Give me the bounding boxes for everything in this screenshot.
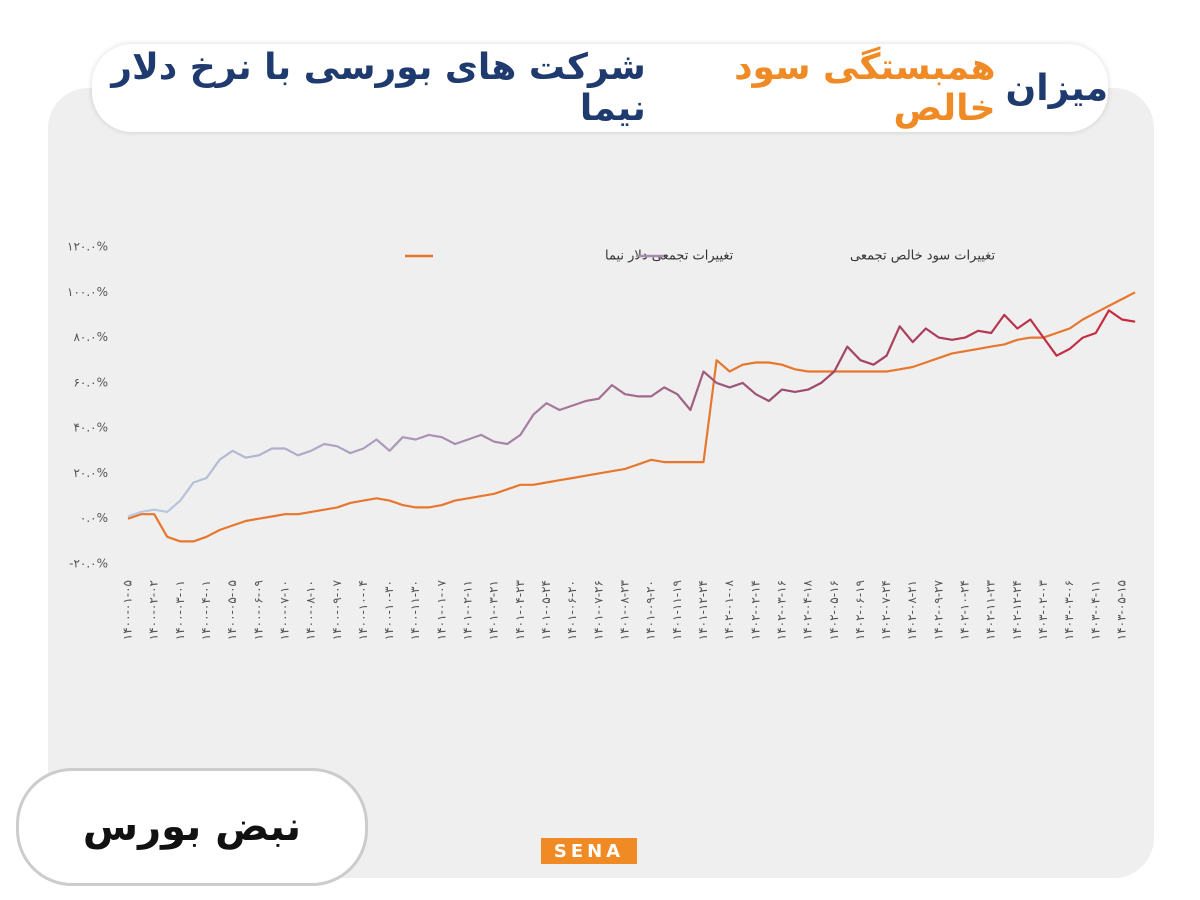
x-tick-label: ۱۴۰۳-۰۴-۱۱ — [1088, 580, 1102, 640]
y-tick-label: ۸۰.۰% — [73, 330, 108, 344]
x-tick-label: ۱۴۰۰-۰۳-۰۱ — [173, 580, 187, 640]
y-tick-label: -۲۰.۰% — [69, 557, 108, 571]
x-tick-label: ۱۴۰۰-۰۸-۱۰ — [304, 580, 318, 640]
x-tick-label: ۱۴۰۰-۰۲-۰۲ — [147, 580, 161, 640]
x-tick-label: ۱۴۰۰-۱۱-۳۰ — [408, 580, 422, 640]
x-tick-label: ۱۴۰۱-۰۳-۲۱ — [487, 580, 501, 640]
x-tick-label: ۱۴۰۰-۰۱-۰۵ — [121, 580, 135, 640]
x-tick-label: ۱۴۰۲-۰۶-۱۹ — [853, 580, 867, 640]
brand: SENA — [541, 838, 637, 864]
y-tick-label: ۱۰۰.۰% — [67, 285, 108, 299]
x-tick-label: ۱۴۰۰-۰۶-۰۹ — [251, 580, 265, 640]
x-tick-label: ۱۴۰۰-۰۴-۰۱ — [199, 580, 213, 640]
x-tick-label: ۱۴۰۱-۱۲-۲۴ — [696, 580, 710, 640]
logo: نبض بورس — [16, 768, 368, 886]
x-tick-label: ۱۴۰۱-۱۱-۱۹ — [670, 580, 684, 640]
y-tick-label: ۶۰.۰% — [73, 375, 108, 389]
x-tick-label: ۱۴۰۰-۰۹-۰۷ — [330, 579, 344, 640]
x-tick-label: ۱۴۰۱-۰۸-۲۳ — [618, 579, 632, 640]
x-tick-label: ۱۴۰۱-۰۵-۲۴ — [539, 580, 553, 640]
title-part: شرکت های بورسی با نرخ دلار نیما — [111, 47, 646, 129]
title-part: همبستگی سود خالص — [734, 47, 996, 129]
title-part: میزان — [1005, 67, 1108, 109]
y-tick-label: ۴۰.۰% — [73, 421, 108, 435]
x-tick-label: ۱۴۰۲-۰۹-۲۷ — [931, 579, 945, 640]
x-tick-label: ۱۴۰۱-۰۹-۲۰ — [644, 580, 658, 640]
x-tick-label: ۱۴۰۲-۱۱-۲۳ — [984, 579, 998, 640]
x-tick-label: ۱۴۰۳-۰۵-۱۵ — [1115, 580, 1129, 640]
series-line — [127, 309, 1136, 518]
x-tick-label: ۱۴۰۲-۱۰-۲۴ — [958, 580, 972, 640]
x-tick-label: ۱۴۰۱-۰۲-۱۱ — [461, 580, 475, 640]
x-tick-label: ۱۴۰۱-۰۷-۲۶ — [591, 580, 605, 640]
y-tick-label: ۲۰.۰% — [73, 466, 108, 480]
x-tick-label: ۱۴۰۲-۰۱-۰۸ — [722, 579, 736, 640]
x-tick-label: ۱۴۰۲-۱۲-۲۴ — [1010, 580, 1024, 640]
x-tick-label: ۱۴۰۰-۱۰-۰۴ — [356, 580, 370, 640]
x-tick-label: ۱۴۰۱-۰۱-۰۷ — [434, 579, 448, 640]
legend-label: تغییرات سود خالص تجمعی — [850, 249, 995, 264]
x-tick-label: ۱۴۰۲-۰۳-۱۶ — [774, 580, 788, 640]
x-tick-label: ۱۴۰۳-۰۲-۰۳ — [1036, 579, 1050, 640]
y-tick-label: ۱۲۰.۰% — [67, 240, 108, 254]
x-tick-label: ۱۴۰۱-۰۴-۲۳ — [513, 579, 527, 640]
x-tick-label: ۱۴۰۰-۰۵-۰۵ — [225, 580, 239, 640]
x-tick-label: ۱۴۰۲-۰۷-۲۴ — [879, 580, 893, 640]
card — [48, 88, 1154, 878]
x-tick-label: ۱۴۰۰-۱۰-۳۰ — [382, 580, 396, 640]
x-tick-label: ۱۴۰۲-۰۲-۱۴ — [748, 580, 762, 640]
legend-label: تغییرات تجمعی دلار نیما — [605, 249, 734, 264]
y-tick-label: ۰.۰% — [80, 511, 108, 525]
x-tick-label: ۱۴۰۲-۰۴-۱۸ — [801, 579, 815, 640]
x-tick-label: ۱۴۰۲-۰۸-۲۱ — [905, 580, 919, 640]
series-line — [127, 291, 1136, 543]
x-tick-label: ۱۴۰۳-۰۳-۰۶ — [1062, 580, 1076, 640]
x-tick-label: ۱۴۰۰-۰۷-۱۰ — [277, 580, 291, 640]
x-tick-label: ۱۴۰۱-۰۶-۲۰ — [565, 580, 579, 640]
title: میزان همبستگی سود خالص شرکت های بورسی با ن… — [92, 44, 1108, 132]
x-tick-label: ۱۴۰۲-۰۵-۱۶ — [827, 580, 841, 640]
